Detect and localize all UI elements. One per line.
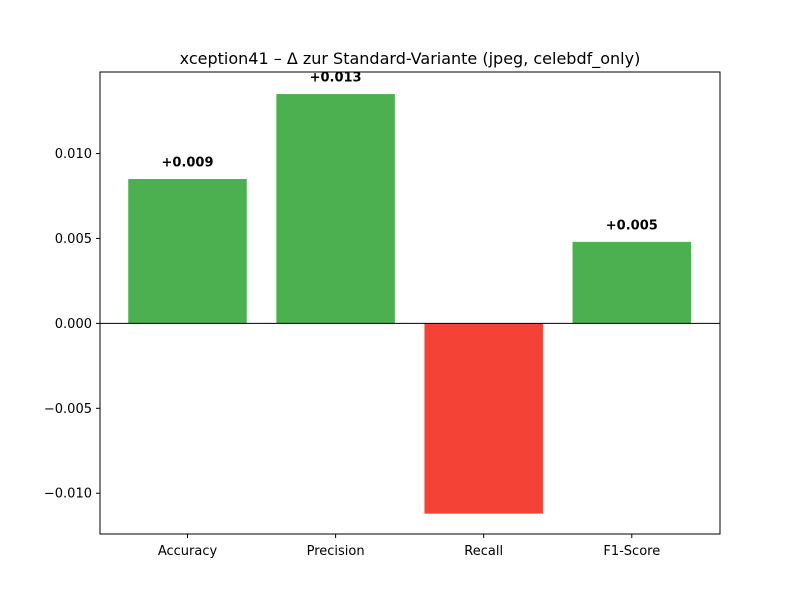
value-label-f1-score: +0.005 bbox=[606, 218, 658, 233]
x-tick-label: Accuracy bbox=[158, 544, 218, 559]
bar-precision bbox=[276, 94, 395, 324]
x-tick-label: Precision bbox=[307, 544, 365, 559]
bar-recall bbox=[424, 323, 543, 514]
value-label-precision: +0.013 bbox=[310, 71, 362, 86]
y-tick-label: 0.010 bbox=[55, 147, 92, 162]
chart-title: xception41 – Δ zur Standard-Variante (jp… bbox=[180, 49, 641, 69]
value-label-accuracy: +0.009 bbox=[161, 156, 213, 171]
y-tick-label: −0.005 bbox=[44, 402, 92, 417]
x-tick-label: F1-Score bbox=[603, 544, 660, 559]
y-tick-label: 0.005 bbox=[55, 232, 92, 247]
y-tick-label: −0.010 bbox=[44, 487, 92, 502]
bar-accuracy bbox=[128, 179, 247, 324]
x-tick-label: Recall bbox=[464, 544, 503, 559]
plot-frame bbox=[99, 71, 721, 535]
value-labels-layer: +0.009 +0.013 +0.005 bbox=[161, 71, 657, 234]
bars-layer bbox=[128, 94, 692, 514]
bar-f1-score bbox=[572, 241, 692, 324]
y-axis: −0.010 −0.005 0.000 0.005 0.010 bbox=[44, 147, 100, 502]
y-tick-label: 0.000 bbox=[55, 317, 92, 332]
x-axis: Accuracy Precision Recall F1-Score bbox=[158, 534, 660, 559]
